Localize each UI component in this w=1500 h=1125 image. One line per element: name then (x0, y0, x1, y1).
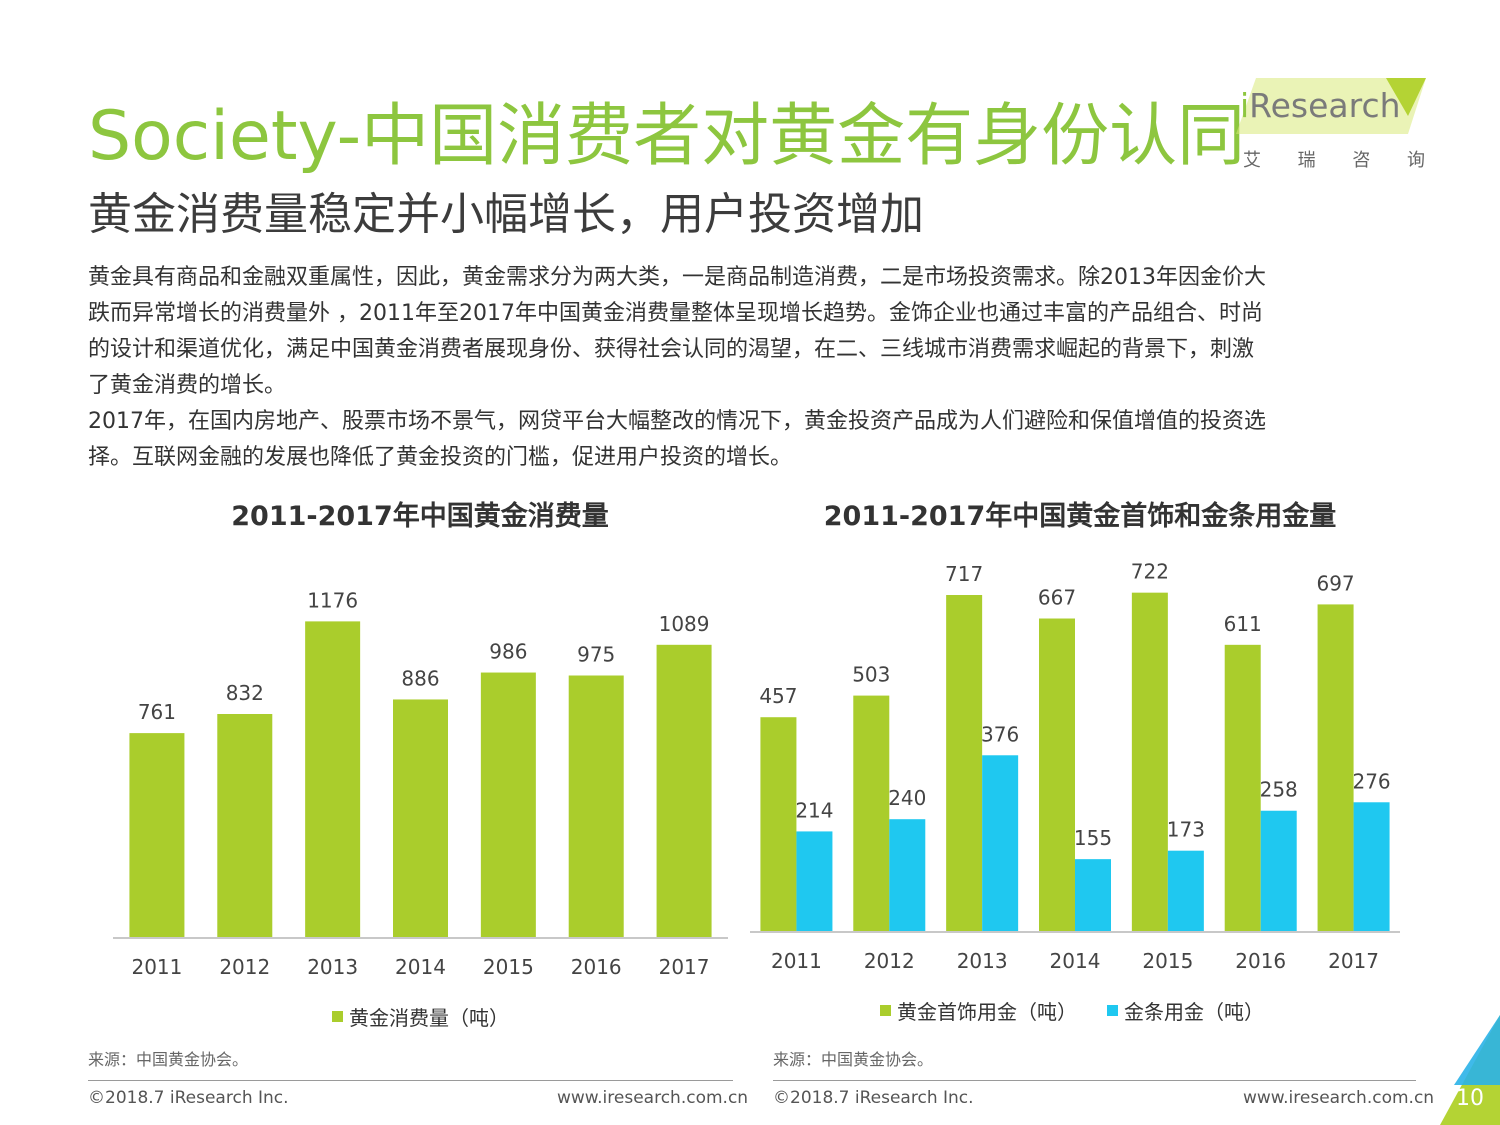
body-paragraph-1: 黄金具有商品和金融双重属性，因此，黄金需求分为两大类，一是商品制造消费，二是市场… (88, 260, 1424, 476)
x-tick-label: 2013 (307, 955, 358, 979)
chart-1-title: 2011-2017年中国黄金消费量 (231, 501, 609, 532)
bar-series1 (568, 675, 624, 938)
x-tick-label: 2014 (395, 955, 446, 979)
bar-series1 (1224, 644, 1261, 932)
bar-series1 (1317, 604, 1354, 932)
x-tick-label: 2017 (1328, 949, 1379, 973)
bar-series1 (393, 699, 448, 938)
footer-url-left[interactable]: www.iresearch.com.cn (557, 1088, 749, 1108)
page-subtitle: 黄金消费量稳定并小幅增长，用户投资增加 (88, 189, 924, 240)
x-tick-label: 2016 (571, 955, 622, 979)
body-line: 择。互联网金融的发展也降低了黄金投资的门槛，促进用户投资的增长。 (88, 445, 793, 470)
chart-2-legend: 黄金首饰用金（吨） 金条用金（吨） (880, 996, 1294, 1025)
data-label: 276 (1352, 769, 1390, 793)
legend-item: 黄金消费量（吨） (332, 1002, 509, 1031)
data-label: 832 (226, 681, 264, 705)
data-label: 376 (981, 722, 1019, 746)
data-label: 155 (1074, 826, 1112, 850)
data-label: 503 (852, 663, 890, 687)
bar-series1 (946, 595, 983, 932)
bar-series2 (1260, 810, 1297, 932)
data-label: 717 (945, 562, 983, 586)
data-label: 173 (1167, 818, 1205, 842)
data-label: 986 (489, 640, 527, 664)
legend-swatch-blue-icon (1107, 1005, 1118, 1016)
page-title: Society-中国消费者对黄金有身份认同 (88, 97, 1246, 176)
footer-divider-left (88, 1080, 733, 1081)
data-label: 1089 (659, 612, 710, 636)
body-line: 2017年，在国内房地产、股票市场不景气，网贷平台大幅整改的情况下，黄金投资产品… (88, 409, 1266, 434)
bar-series2 (1075, 859, 1111, 932)
data-label: 667 (1038, 586, 1076, 610)
data-label: 214 (795, 798, 833, 822)
chart-1-legend: 黄金消费量（吨） (332, 1002, 539, 1031)
footer-copyright-right: ©2018.7 iResearch Inc. (773, 1088, 974, 1108)
footer-divider-right (773, 1080, 1416, 1081)
body-line: 黄金具有商品和金融双重属性，因此，黄金需求分为两大类，一是商品制造消费，二是市场… (88, 265, 1266, 290)
x-tick-label: 2016 (1235, 949, 1286, 973)
bar-series2 (982, 755, 1019, 932)
page-number: 10 (1456, 1086, 1484, 1111)
body-line: 跌而异常增长的消费量外 ，2011年至2017年中国黄金消费量整体呈现增长趋势。… (88, 301, 1263, 326)
x-tick-label: 2017 (659, 955, 710, 979)
legend-item: 黄金首饰用金（吨） (880, 996, 1077, 1025)
x-tick-label: 2015 (483, 955, 534, 979)
x-tick-label: 2015 (1142, 949, 1193, 973)
bar-series1 (656, 644, 712, 938)
data-label: 697 (1316, 571, 1354, 595)
body-line: 的设计和渠道优化，满足中国黄金消费者展现身份、获得社会认同的渴望，在二、三线城市… (88, 337, 1255, 362)
data-label: 611 (1224, 612, 1262, 636)
bar-series1 (305, 621, 361, 938)
legend-swatch-green-icon (880, 1005, 891, 1016)
legend-item: 金条用金（吨） (1107, 996, 1264, 1025)
bar-series1 (1039, 618, 1075, 932)
data-label: 457 (759, 684, 797, 708)
bar-series2 (796, 831, 833, 932)
footer-url-right[interactable]: www.iresearch.com.cn (1243, 1088, 1435, 1108)
x-tick-label: 2011 (771, 949, 822, 973)
bar-series1 (217, 714, 273, 938)
x-tick-label: 2013 (957, 949, 1008, 973)
logo-shape-icon (1236, 78, 1426, 134)
x-tick-label: 2011 (131, 955, 182, 979)
x-tick-label: 2012 (219, 955, 270, 979)
logo-subtitle: 艾瑞咨询 (1243, 150, 1425, 171)
data-label: 258 (1260, 778, 1298, 802)
source-note-left: 来源：中国黄金协会。 (88, 1050, 249, 1069)
chart-2-title: 2011-2017年中国黄金首饰和金条用金量 (823, 501, 1337, 532)
chart-2-plot: 457 214 2011 503 240 2012 717 376 2013 667 155 2014… (750, 560, 1400, 973)
bar-series1 (1131, 592, 1168, 932)
bar-series2 (1167, 850, 1204, 932)
bar-series1 (853, 695, 890, 932)
bar-series1 (480, 672, 536, 938)
data-label: 886 (401, 666, 439, 690)
data-label: 240 (888, 786, 926, 810)
source-note-right: 来源：中国黄金协会。 (773, 1050, 934, 1069)
logo-wordmark: iResearch (1240, 86, 1401, 125)
data-label: 761 (138, 700, 176, 724)
x-tick-label: 2014 (1050, 949, 1101, 973)
data-label: 722 (1131, 560, 1169, 584)
footer-copyright-left: ©2018.7 iResearch Inc. (88, 1088, 289, 1108)
body-line: 了黄金消费的增长。 (88, 373, 287, 398)
legend-swatch-green-icon (332, 1011, 343, 1022)
bar-series1 (129, 733, 185, 938)
x-tick-label: 2012 (864, 949, 915, 973)
chart-1-plot: 761 2011 832 2012 1176 2013 886 2014 986 2015 975 2… (113, 588, 728, 979)
data-label: 1176 (307, 588, 358, 612)
bar-series2 (1353, 802, 1390, 932)
bar-series1 (760, 717, 797, 932)
bar-series2 (889, 819, 926, 932)
corner-decoration-icon (1440, 1015, 1500, 1125)
data-label: 975 (577, 643, 615, 667)
